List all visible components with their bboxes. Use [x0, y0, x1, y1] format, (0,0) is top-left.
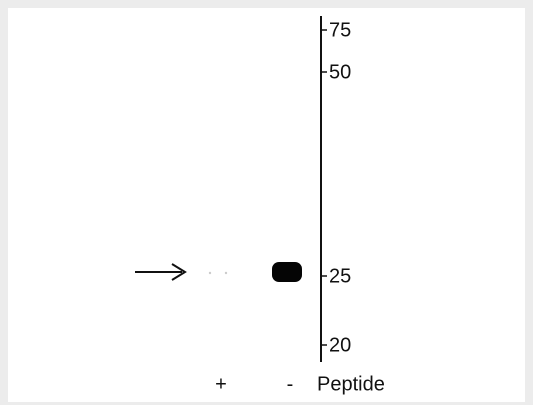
- blot-figure: 75 50 25 20 + - Peptide: [0, 0, 533, 405]
- figure-panel: [8, 8, 525, 402]
- marker-label: 50: [329, 61, 351, 83]
- faint-band: [209, 272, 211, 274]
- faint-band: [225, 272, 227, 274]
- lane-label: +: [215, 373, 227, 395]
- marker-label: 20: [329, 334, 351, 356]
- marker-label: 75: [329, 19, 351, 41]
- marker-label: 25: [329, 265, 351, 287]
- lane-axis-label: Peptide: [317, 373, 385, 395]
- lane-label: -: [287, 373, 294, 395]
- protein-band: [272, 262, 302, 282]
